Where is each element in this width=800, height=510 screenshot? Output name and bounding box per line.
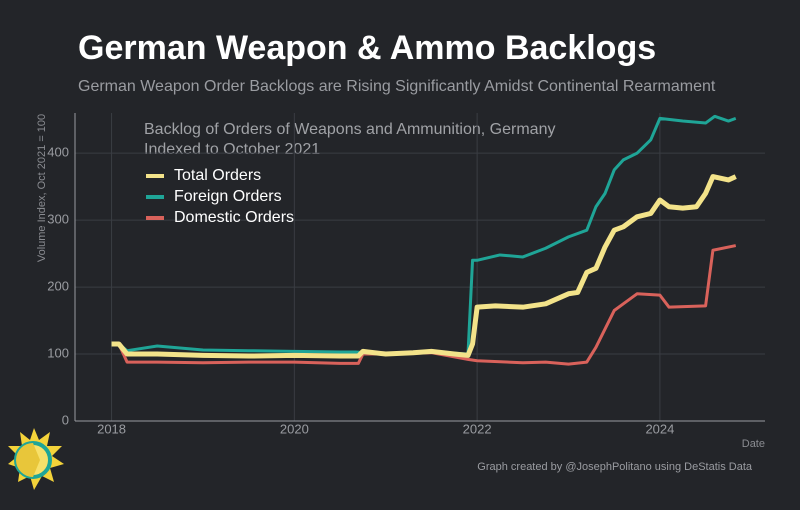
y-axis-label: Volume Index, Oct 2021 = 100 [36,114,48,262]
series-line [111,244,737,366]
plot-title: Backlog of Orders of Weapons and Ammunit… [144,121,555,138]
sun-logo [8,428,64,490]
plot-subtitle: Indexed to October 2021 [144,141,320,158]
x-tick-label: 2018 [97,421,126,436]
x-tick-label: 2020 [280,421,309,436]
y-tick-label: 100 [47,345,69,360]
y-tick-label: 300 [47,212,69,227]
y-tick-label: 400 [47,145,69,160]
y-tick-label: 200 [47,279,69,294]
chart-title: German Weapon & Ammo Backlogs [78,29,656,67]
y-tick-label: 0 [62,412,69,427]
x-axis-label: Date [742,438,765,450]
series-line [111,174,737,359]
x-tick-label: 2024 [645,421,674,436]
legend-label: Foreign Orders [174,188,282,205]
chart-subtitle: German Weapon Order Backlogs are Rising … [78,78,716,95]
credit: Graph created by @JosephPolitano using D… [477,461,753,473]
series-line [111,114,737,356]
x-tick-label: 2022 [463,421,492,436]
legend-label: Domestic Orders [174,209,294,226]
legend-label: Total Orders [174,167,261,184]
